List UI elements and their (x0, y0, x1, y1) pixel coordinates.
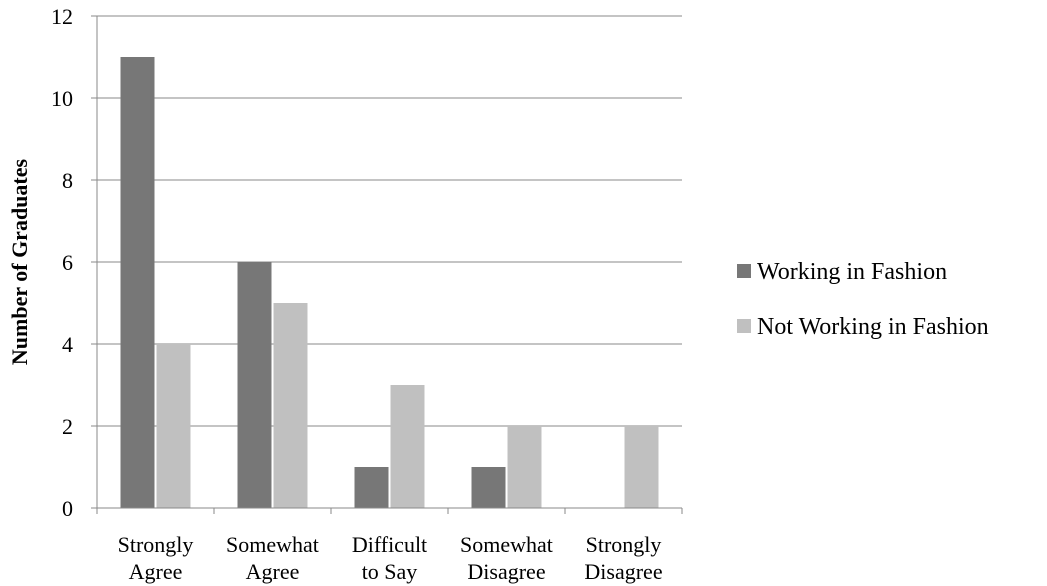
bar (471, 467, 506, 508)
y-tick-label: 4 (62, 332, 73, 357)
bar (237, 262, 272, 508)
y-tick-label: 2 (62, 414, 73, 439)
bar (624, 426, 659, 508)
y-tick-label: 0 (62, 496, 73, 521)
legend-swatch (737, 319, 751, 333)
bar (273, 303, 308, 508)
y-tick-label: 12 (51, 4, 73, 29)
y-tick-label: 10 (51, 86, 73, 111)
bar (156, 344, 191, 508)
legend-swatch (737, 264, 751, 278)
legend-label: Working in Fashion (757, 259, 947, 285)
axes (91, 15, 683, 514)
legend-label: Not Working in Fashion (757, 314, 989, 340)
gridlines (97, 15, 682, 427)
bars (120, 57, 659, 508)
x-tick-label: Somewhat Disagree (460, 532, 553, 584)
y-axis-title: Number of Graduates (7, 158, 32, 365)
bar (507, 426, 542, 508)
bar (354, 467, 389, 508)
x-tick-label: Strongly Agree (118, 532, 194, 584)
y-tick-label: 6 (62, 250, 73, 275)
x-tick-labels: Strongly Agree Somewhat Agree Difficult to Sa… (118, 532, 663, 584)
y-tick-labels: 0 2 4 6 8 10 12 (51, 4, 73, 521)
bar (390, 385, 425, 508)
bar (120, 57, 155, 508)
x-tick-label: Difficult to Say (352, 532, 427, 584)
x-tick-label: Strongly Disagree (584, 532, 662, 584)
legend: Working in Fashion Not Working in Fashion (737, 259, 989, 340)
y-tick-label: 8 (62, 168, 73, 193)
x-tick-label: Somewhat Agree (226, 532, 319, 584)
